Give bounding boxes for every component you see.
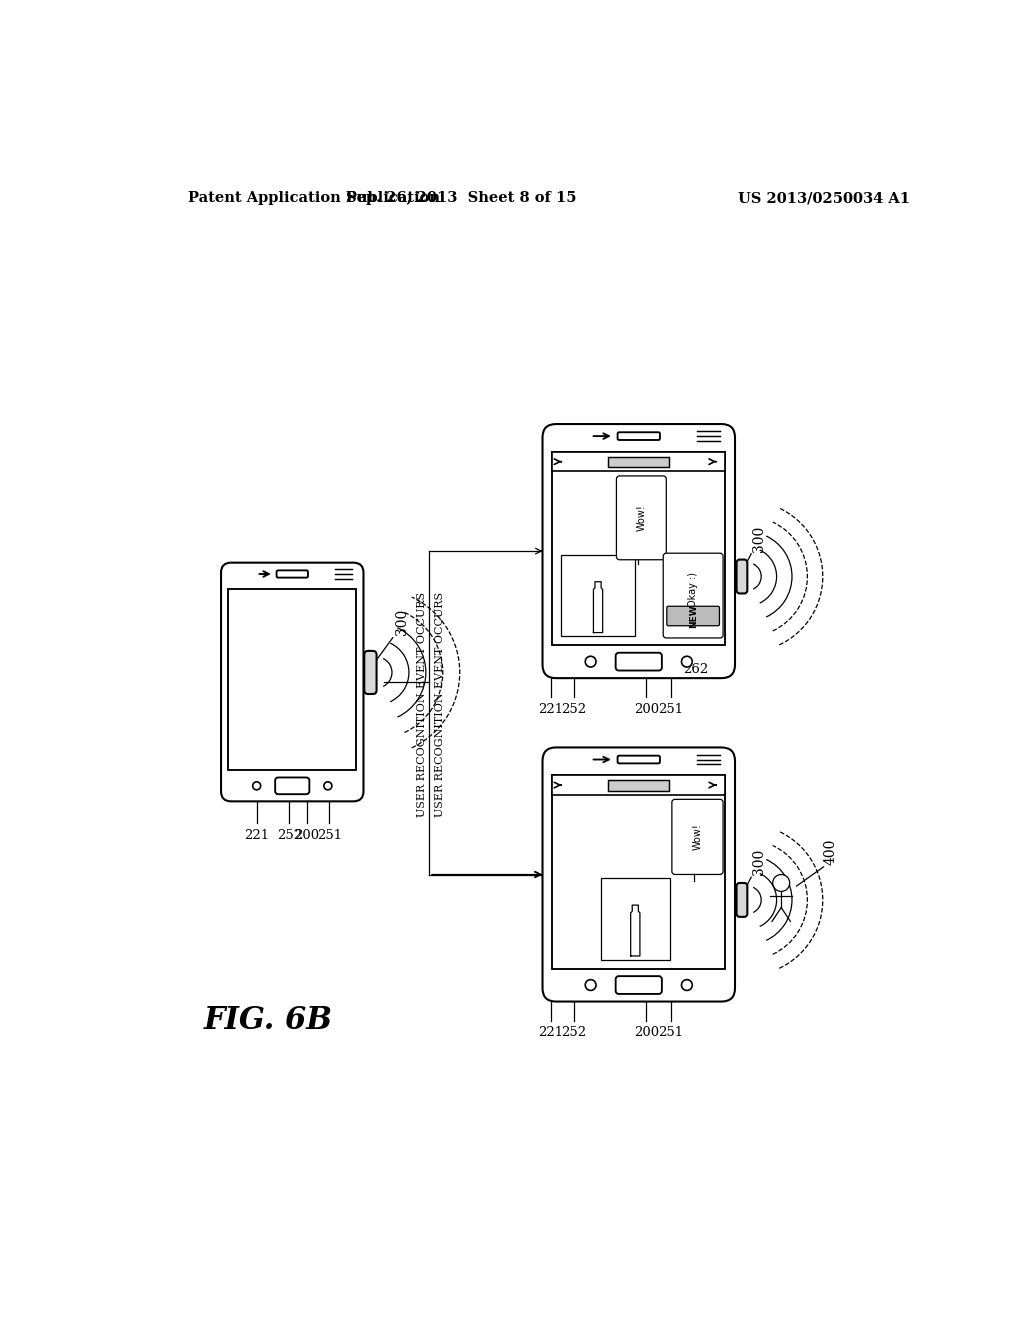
FancyBboxPatch shape: [667, 606, 720, 626]
Bar: [552, 775, 725, 795]
Text: Sep. 26, 2013  Sheet 8 of 15: Sep. 26, 2013 Sheet 8 of 15: [346, 191, 577, 206]
Text: 221: 221: [538, 702, 563, 715]
Text: USER RECOGNITION: USER RECOGNITION: [435, 693, 445, 817]
Text: 251: 251: [658, 1026, 684, 1039]
Text: 252: 252: [561, 1026, 587, 1039]
Text: 251: 251: [658, 702, 684, 715]
Text: 200: 200: [634, 1026, 659, 1039]
FancyBboxPatch shape: [615, 653, 662, 671]
Circle shape: [586, 979, 596, 990]
Text: USER RECOGNITION: USER RECOGNITION: [418, 693, 427, 817]
Bar: [552, 775, 725, 969]
Text: 400: 400: [823, 838, 838, 865]
Circle shape: [324, 781, 332, 789]
Circle shape: [586, 656, 596, 667]
FancyBboxPatch shape: [617, 755, 659, 763]
Text: EVENT OCCURS: EVENT OCCURS: [418, 591, 427, 688]
Bar: [561, 554, 635, 636]
Text: NEW: NEW: [689, 605, 697, 628]
Text: Okay :): Okay :): [688, 572, 698, 607]
Text: Should I bring a wine?: Should I bring a wine?: [586, 818, 595, 927]
Bar: [608, 457, 669, 467]
Text: 221: 221: [244, 829, 269, 842]
FancyBboxPatch shape: [616, 477, 667, 560]
FancyBboxPatch shape: [543, 424, 735, 678]
Bar: [228, 589, 356, 771]
FancyBboxPatch shape: [275, 777, 309, 795]
Bar: [608, 780, 669, 791]
FancyBboxPatch shape: [365, 651, 377, 694]
FancyBboxPatch shape: [672, 800, 723, 874]
Bar: [552, 451, 725, 471]
FancyBboxPatch shape: [615, 977, 662, 994]
Text: 300: 300: [752, 525, 766, 552]
Text: Wow!: Wow!: [636, 504, 646, 531]
Bar: [601, 878, 670, 960]
FancyBboxPatch shape: [221, 562, 364, 801]
Circle shape: [253, 781, 261, 789]
Text: Patent Application Publication: Patent Application Publication: [188, 191, 440, 206]
Text: 251: 251: [316, 829, 342, 842]
FancyBboxPatch shape: [664, 553, 723, 638]
Text: 252: 252: [276, 829, 302, 842]
Text: FIG. 6B: FIG. 6B: [204, 1006, 333, 1036]
Text: Wow!: Wow!: [692, 824, 702, 850]
FancyBboxPatch shape: [276, 570, 308, 578]
Text: 262: 262: [683, 664, 708, 676]
Text: 300: 300: [752, 849, 766, 875]
FancyBboxPatch shape: [736, 883, 748, 917]
Text: US 2013/0250034 A1: US 2013/0250034 A1: [737, 191, 909, 206]
Circle shape: [682, 979, 692, 990]
Text: 200: 200: [634, 702, 659, 715]
FancyBboxPatch shape: [543, 747, 735, 1002]
Bar: [552, 451, 725, 645]
FancyBboxPatch shape: [736, 560, 748, 594]
Text: 200: 200: [294, 829, 319, 842]
Text: SAM: SAM: [556, 631, 579, 642]
Text: 300: 300: [395, 610, 409, 635]
Text: EVENT OCCURS: EVENT OCCURS: [435, 591, 445, 688]
Text: SAM: SAM: [556, 954, 579, 965]
Circle shape: [773, 874, 790, 891]
Circle shape: [682, 656, 692, 667]
Text: 221: 221: [538, 1026, 563, 1039]
FancyBboxPatch shape: [617, 432, 659, 440]
Text: 252: 252: [561, 702, 587, 715]
